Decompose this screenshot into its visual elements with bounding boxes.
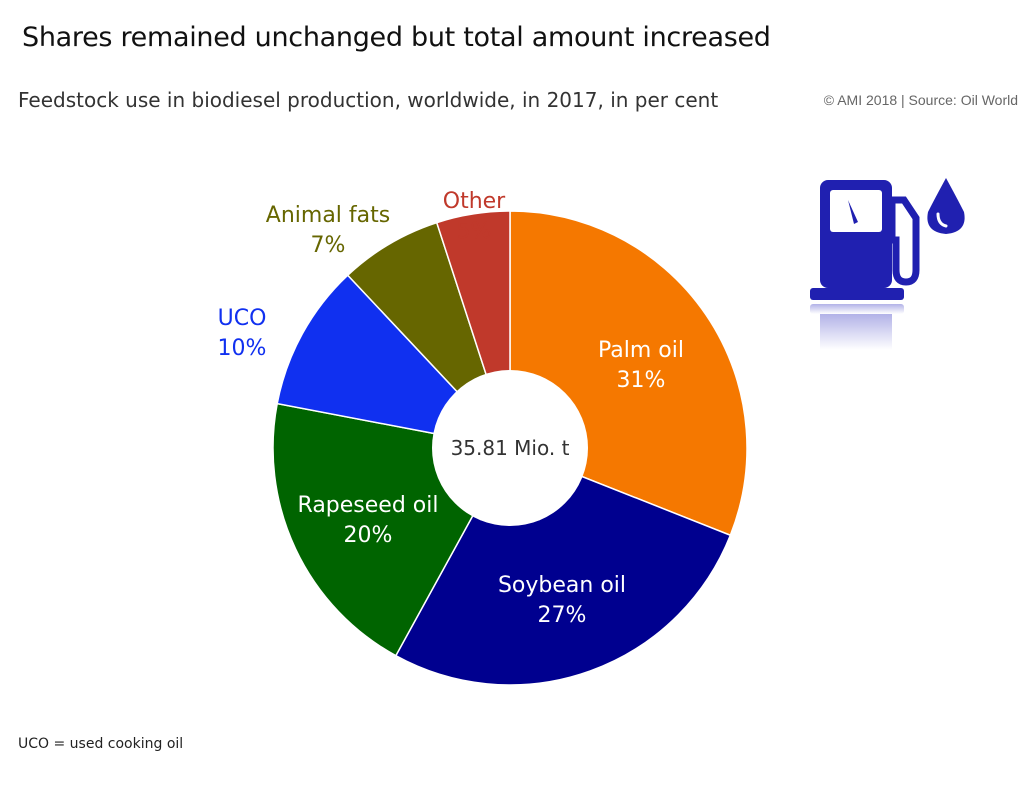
slice-category-label: Palm oil — [598, 338, 684, 363]
fuel-pump-reflection-icon — [810, 304, 904, 350]
chart-title: Shares remained unchanged but total amou… — [22, 22, 771, 53]
center-total-label: 35.81 Mio. t — [451, 436, 570, 460]
slice-value-label: 7% — [311, 233, 346, 258]
slice-value-label: 27% — [538, 603, 587, 628]
slice-value-label: 5% — [457, 219, 492, 244]
oil-drop-icon — [927, 178, 965, 234]
slice-value-label: 20% — [344, 523, 393, 548]
slice-labels: Palm oil 31% Soybean oil 27% Rapeseed oil 20%… — [218, 189, 684, 628]
source-note: © AMI 2018 | Source: Oil World — [823, 92, 1018, 108]
fuel-icon-group — [800, 170, 980, 354]
slice-category-label: Rapeseed oil — [298, 493, 439, 518]
donut-hole — [432, 370, 588, 526]
slice-category-label: Other — [443, 189, 506, 214]
slice-category-label: Animal fats — [266, 203, 390, 228]
slice-value-label: 31% — [617, 368, 666, 393]
fuel-pump-icon — [810, 180, 920, 300]
slice-value-label: 10% — [218, 336, 267, 361]
slice-category-label: Soybean oil — [498, 573, 626, 598]
footnote: UCO = used cooking oil — [18, 736, 184, 752]
slice-category-label: UCO — [218, 306, 267, 331]
chart-subtitle: Feedstock use in biodiesel production, w… — [18, 88, 719, 112]
